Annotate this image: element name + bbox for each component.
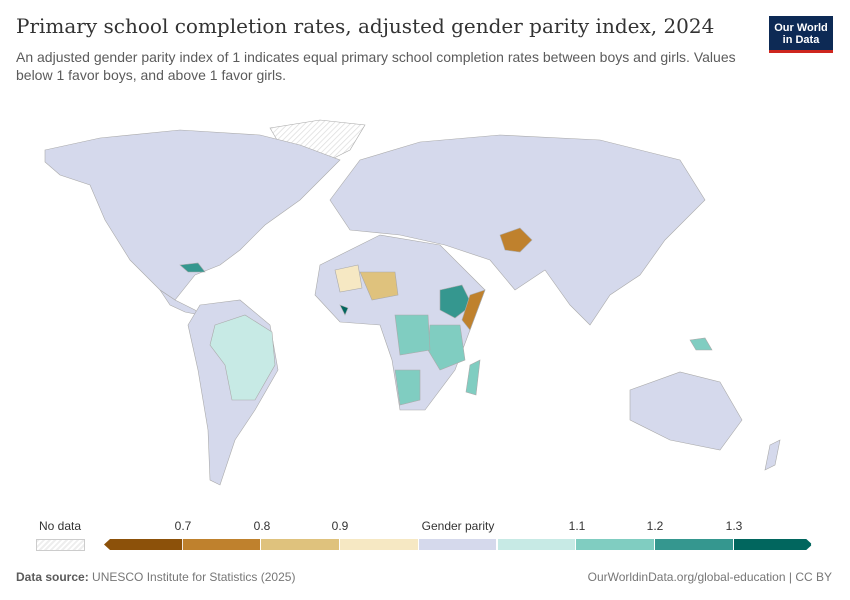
data-source: Data source: UNESCO Institute for Statis… [16, 570, 295, 584]
legend-tick: 0.7 [174, 519, 192, 533]
somalia [461, 289, 486, 331]
southern-africa [394, 369, 421, 406]
legend-tick: 1.2 [646, 519, 664, 533]
madagascar [465, 359, 481, 396]
brazil [209, 314, 276, 401]
owid-logo[interactable]: Our World in Data [769, 16, 833, 53]
papua-new-guinea [689, 337, 713, 351]
chart-subtitle: An adjusted gender parity index of 1 ind… [16, 49, 736, 83]
north-america [44, 129, 341, 301]
legend-bin[interactable] [497, 539, 577, 550]
legend-no-data-label: No data [38, 519, 82, 533]
source-text[interactable]: UNESCO Institute for Statistics (2025) [92, 570, 296, 584]
legend-tick: 1.1 [568, 519, 586, 533]
ethiopia [439, 284, 473, 319]
legend-bin[interactable] [104, 539, 183, 550]
legend-bin[interactable] [418, 539, 498, 550]
legend-center-label: Gender parity [421, 519, 495, 533]
source-label: Data source: [16, 570, 89, 584]
west-africa-low [359, 271, 399, 301]
chart-title: Primary school completion rates, adjuste… [16, 14, 715, 38]
australia [629, 371, 743, 451]
world-map[interactable] [0, 100, 850, 510]
legend-no-data-swatch [36, 539, 85, 551]
legend-tick: 0.9 [331, 519, 349, 533]
liberia [339, 304, 349, 316]
central-africa [394, 314, 431, 356]
afghanistan [499, 227, 533, 253]
legend-bin[interactable] [261, 539, 341, 550]
legend-bin[interactable] [654, 539, 734, 550]
sahel-parity [334, 264, 363, 293]
source-url[interactable]: OurWorldinData.org/global-education | CC… [587, 570, 832, 584]
legend-bin[interactable] [734, 539, 813, 550]
legend-tick: 1.3 [725, 519, 743, 533]
legend-tick: 0.8 [253, 519, 271, 533]
cuba [179, 262, 206, 273]
legend-bin[interactable] [182, 539, 262, 550]
legend-bin[interactable] [576, 539, 655, 550]
new-zealand [764, 439, 781, 471]
legend-bin[interactable] [340, 539, 419, 550]
